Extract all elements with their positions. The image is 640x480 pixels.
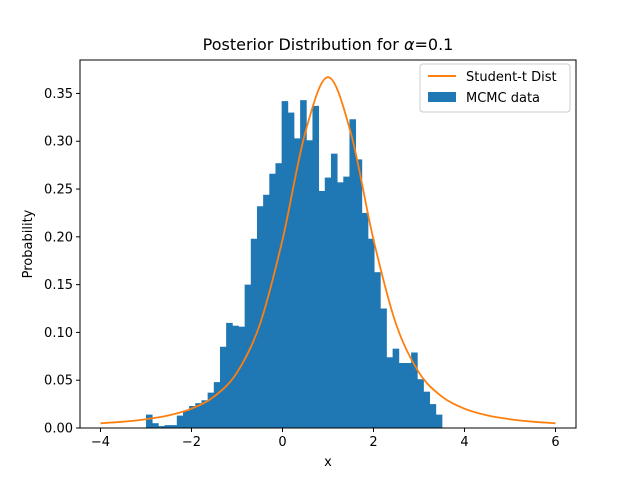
histogram-bar xyxy=(337,182,344,428)
histogram-bar xyxy=(287,112,295,428)
histogram-bar xyxy=(293,138,301,428)
y-tick-label: 0.05 xyxy=(44,374,73,389)
x-tick-label: −4 xyxy=(91,435,110,450)
x-tick-label: 6 xyxy=(551,435,559,450)
legend-label-student-t: Student-t Dist xyxy=(466,70,557,85)
chart-title-suffix: =0.1 xyxy=(415,35,454,54)
histogram-bar xyxy=(300,100,307,429)
histogram-bar xyxy=(306,140,313,429)
histogram-bar xyxy=(349,119,357,428)
histogram-bar xyxy=(232,325,239,428)
histogram-bar xyxy=(256,206,264,428)
histogram-bar xyxy=(324,177,332,428)
histogram-bar xyxy=(392,348,400,428)
histogram-bar xyxy=(195,403,202,428)
x-axis-ticks: −4 −2 0 2 4 6 xyxy=(91,428,560,450)
plot-area xyxy=(100,76,556,429)
histogram-bar xyxy=(238,326,246,428)
histogram-bar xyxy=(429,404,437,428)
histogram-bar xyxy=(380,308,387,428)
histogram-bar xyxy=(423,391,431,428)
histogram-bar xyxy=(367,238,375,428)
histogram-bar xyxy=(330,153,338,429)
histogram-bar xyxy=(263,194,270,428)
histogram-bar xyxy=(355,159,363,428)
histogram-bar xyxy=(312,105,320,428)
y-tick-label: 0.30 xyxy=(44,135,73,150)
x-tick-label: 4 xyxy=(460,435,468,450)
histogram-bar xyxy=(176,415,184,428)
histogram-bar xyxy=(374,272,381,428)
y-tick-label: 0.10 xyxy=(44,326,73,341)
histogram-bar xyxy=(170,425,178,428)
y-tick-label: 0.25 xyxy=(44,183,73,198)
histogram-bar xyxy=(226,322,233,428)
legend-bar-swatch xyxy=(428,92,456,102)
histogram-bar xyxy=(207,392,215,428)
histogram-bar xyxy=(152,423,159,428)
histogram-bar xyxy=(244,284,252,428)
legend-label-mcmc: MCMC data xyxy=(466,91,540,106)
histogram-bar xyxy=(219,346,227,428)
histogram-bar xyxy=(164,425,172,428)
y-axis-label: Probability xyxy=(21,209,36,278)
y-axis-ticks: 0.00 0.05 0.10 0.15 0.20 0.25 0.30 0.35 xyxy=(44,87,80,437)
histogram-bar xyxy=(281,101,289,428)
histogram-bar xyxy=(386,357,394,428)
chart-title-symbol: α xyxy=(404,35,415,54)
y-tick-label: 0.15 xyxy=(44,278,73,293)
histogram-bar xyxy=(158,426,165,428)
histogram-bar xyxy=(189,406,196,428)
histogram-bar xyxy=(145,414,153,428)
y-tick-label: 0.35 xyxy=(44,87,73,102)
chart-title: Posterior Distribution for α=0.1 xyxy=(203,35,454,54)
x-tick-label: −2 xyxy=(182,435,201,450)
histogram-bar xyxy=(213,382,221,428)
axes-frame xyxy=(79,59,577,429)
histogram-bars xyxy=(145,100,443,429)
histogram-bar xyxy=(417,379,424,428)
histogram-bar xyxy=(318,190,326,428)
legend-box xyxy=(419,63,571,113)
histogram-bar xyxy=(398,363,406,428)
histogram-bar xyxy=(343,176,350,428)
histogram-bar xyxy=(250,238,258,428)
legend: Student-t Dist MCMC data xyxy=(419,63,571,113)
histogram-bar xyxy=(411,352,418,428)
histogram-bar xyxy=(201,400,209,428)
chart-title-prefix: Posterior Distribution for xyxy=(203,35,404,54)
histogram-bar xyxy=(275,163,283,429)
histogram-bar xyxy=(404,363,412,428)
x-tick-label: 2 xyxy=(369,435,377,450)
histogram-bar xyxy=(435,414,443,428)
x-tick-label: 0 xyxy=(278,435,286,450)
histogram-bar xyxy=(269,173,276,428)
y-tick-label: 0.20 xyxy=(44,230,73,245)
x-axis-label: x xyxy=(324,455,332,470)
histogram-bar xyxy=(361,212,369,428)
student-t-line xyxy=(100,76,556,425)
histogram-bar xyxy=(182,410,190,428)
y-tick-label: 0.00 xyxy=(44,422,73,437)
